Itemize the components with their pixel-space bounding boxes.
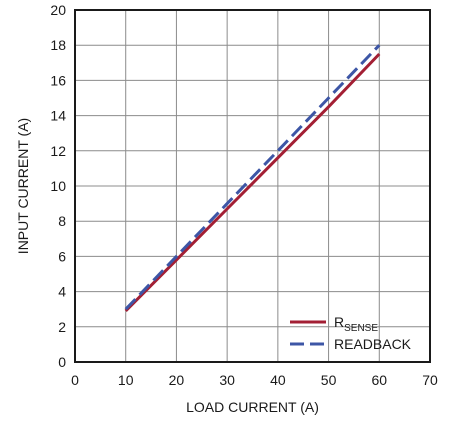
y-tick-label: 10 (50, 178, 66, 194)
legend-label-main: R (334, 314, 344, 330)
x-axis-title: LOAD CURRENT (A) (186, 399, 319, 415)
series-line-rsense (124, 52, 381, 313)
legend-label-rsense: RSENSE (334, 314, 378, 334)
y-tick-label: 2 (58, 319, 66, 335)
plot-frame (74, 9, 431, 363)
y-tick-label: 12 (50, 143, 66, 159)
x-tick-label: 60 (371, 372, 387, 388)
x-tick-label: 10 (118, 372, 134, 388)
y-tick-label: 16 (50, 72, 66, 88)
x-tick-label: 0 (71, 372, 79, 388)
legend-label-readback: READBACK (334, 336, 412, 352)
x-tick-label: 20 (169, 372, 185, 388)
legend-label-main: READBACK (334, 336, 412, 352)
y-tick-label: 8 (58, 213, 66, 229)
grid (75, 10, 430, 362)
y-tick-label: 20 (50, 2, 66, 18)
y-tick-label: 0 (58, 354, 66, 370)
y-tick-label: 6 (58, 248, 66, 264)
x-tick-label: 50 (321, 372, 337, 388)
series-line-readback (124, 44, 381, 311)
legend-label-subscript: SENSE (344, 323, 378, 334)
y-tick-label: 4 (58, 284, 66, 300)
x-tick-labels: 0 10 20 30 40 50 60 70 (71, 372, 438, 388)
x-tick-label: 30 (219, 372, 235, 388)
y-tick-labels: 0 2 4 6 8 10 12 14 16 18 20 (50, 2, 66, 370)
x-tick-label: 40 (270, 372, 286, 388)
legend: RSENSE READBACK (290, 314, 412, 352)
y-axis-title: INPUT CURRENT (A) (15, 118, 31, 254)
y-tick-label: 14 (50, 108, 66, 124)
y-tick-label: 18 (50, 37, 66, 53)
series-lines (124, 44, 381, 313)
x-tick-label: 70 (422, 372, 438, 388)
